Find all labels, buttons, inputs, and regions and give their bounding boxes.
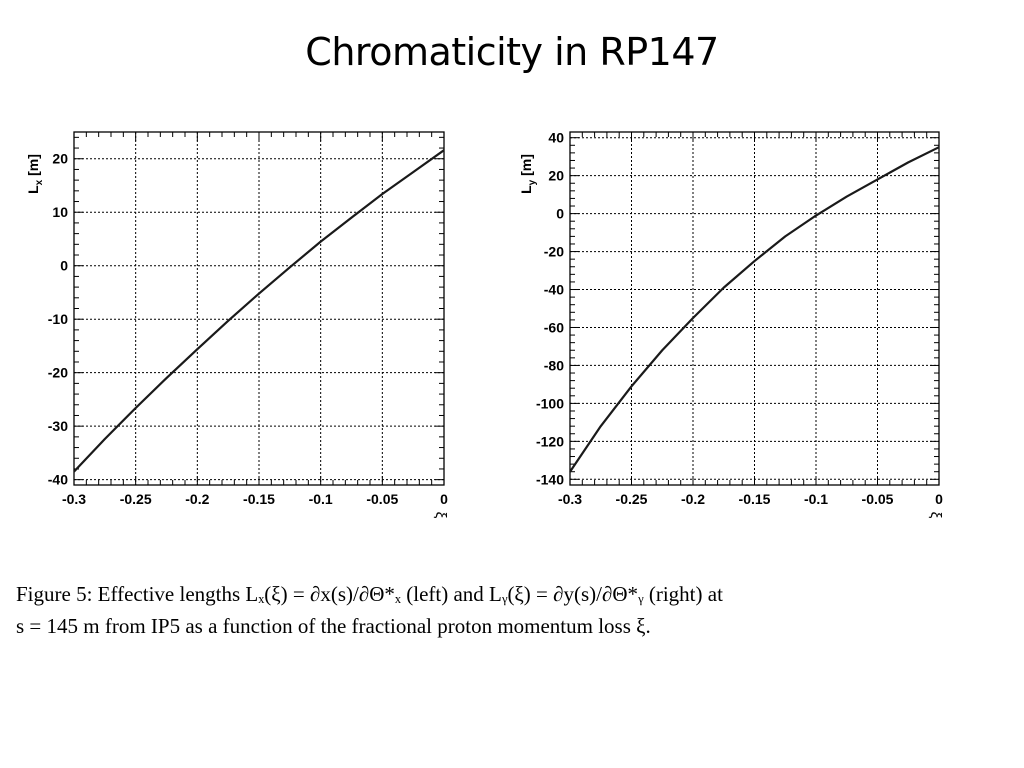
y-tick-label: -140 bbox=[536, 471, 564, 487]
y-axis-label-unit: [m] bbox=[518, 154, 534, 180]
y-tick-label: -30 bbox=[48, 418, 68, 434]
y-tick-label: -120 bbox=[536, 433, 564, 449]
x-tick-label: -0.25 bbox=[616, 491, 648, 507]
y-tick-label: -40 bbox=[544, 282, 564, 298]
x-tick-label: -0.25 bbox=[120, 491, 152, 507]
y-axis-label-unit: [m] bbox=[25, 154, 41, 180]
y-tick-label: -20 bbox=[544, 244, 564, 260]
x-tick-label: -0.2 bbox=[185, 491, 209, 507]
series-line bbox=[73, 149, 445, 473]
slide-title: Chromaticity in RP147 bbox=[305, 30, 719, 74]
x-tick-label: -0.1 bbox=[309, 491, 333, 507]
x-axis-label: ξ bbox=[432, 512, 449, 519]
x-tick-label: -0.15 bbox=[739, 491, 771, 507]
ly-chart: -0.3 -0.25 -0.2 -0.15 -0.1 -0.05 0 -140 -120 -100… bbox=[518, 130, 944, 519]
x-tick-label: -0.2 bbox=[681, 491, 705, 507]
y-axis-label-sub: y bbox=[527, 179, 538, 185]
y-tick-label: -80 bbox=[544, 357, 564, 373]
y-axis-label-main: L bbox=[25, 185, 41, 194]
y-tick-label: 20 bbox=[52, 151, 68, 167]
y-tick-label: 10 bbox=[52, 204, 68, 220]
y-tick-label: -20 bbox=[48, 365, 68, 381]
x-tick-label: -0.1 bbox=[804, 491, 828, 507]
x-tick-label: -0.15 bbox=[243, 491, 275, 507]
y-axis-label: Lx [m] bbox=[25, 154, 45, 194]
x-tick-label: -0.3 bbox=[558, 491, 582, 507]
lx-chart: -0.3 -0.25 -0.2 -0.15 -0.1 -0.05 0 -40 -30 -20 -10… bbox=[25, 131, 449, 519]
caption-line-1: Figure 5: Effective lengths Lₓ(ξ) = ∂x(s… bbox=[16, 582, 723, 606]
x-tick-label: 0 bbox=[935, 491, 943, 507]
caption-line-2: s = 145 m from IP5 as a function of the … bbox=[16, 614, 651, 638]
y-axis-label-main: L bbox=[518, 185, 534, 194]
y-tick-label: 0 bbox=[60, 258, 68, 274]
y-axis-label: Ly [m] bbox=[518, 154, 538, 194]
y-tick-label: -60 bbox=[544, 319, 564, 335]
x-axis-label: ξ bbox=[927, 512, 944, 519]
x-tick-label: -0.05 bbox=[862, 491, 894, 507]
y-axis-label-sub: x bbox=[34, 179, 45, 185]
x-tick-label: -0.3 bbox=[62, 491, 86, 507]
y-tick-label: -10 bbox=[48, 311, 68, 327]
y-tick-label: 20 bbox=[548, 168, 564, 184]
y-tick-label: -100 bbox=[536, 395, 564, 411]
figure-caption: Figure 5: Effective lengths Lₓ(ξ) = ∂x(s… bbox=[16, 578, 1001, 642]
y-tick-label: -40 bbox=[48, 472, 68, 488]
y-tick-label: 40 bbox=[548, 130, 564, 146]
y-tick-label: 0 bbox=[556, 206, 564, 222]
x-tick-label: 0 bbox=[440, 491, 448, 507]
series-line bbox=[569, 146, 940, 473]
x-tick-label: -0.05 bbox=[366, 491, 398, 507]
